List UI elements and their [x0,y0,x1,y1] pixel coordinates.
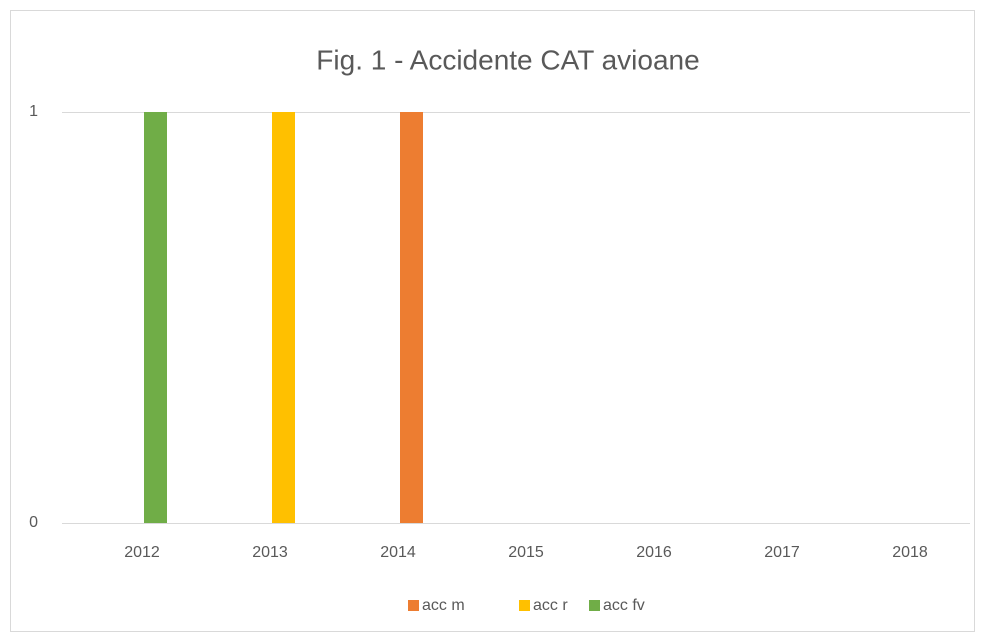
legend-label: acc r [533,597,568,614]
x-tick-label: 2013 [252,544,288,561]
x-tick-label: 2012 [124,544,160,561]
x-tick-label: 2014 [380,544,416,561]
x-tick-label: 2018 [892,544,928,561]
bar [400,112,423,523]
y-tick-label: 0 [29,514,38,531]
y-tick-label: 1 [29,103,38,120]
legend-label: acc m [422,597,465,614]
chart-border [10,10,975,632]
bar [272,112,295,523]
bar [144,112,167,523]
legend-swatch [589,600,600,611]
legend-label: acc fv [603,597,645,614]
legend-swatch [408,600,419,611]
legend-swatch [519,600,530,611]
x-tick-label: 2015 [508,544,544,561]
x-tick-label: 2017 [764,544,800,561]
chart-title: Fig. 1 - Accidente CAT avioane [316,44,699,75]
x-tick-label: 2016 [636,544,672,561]
